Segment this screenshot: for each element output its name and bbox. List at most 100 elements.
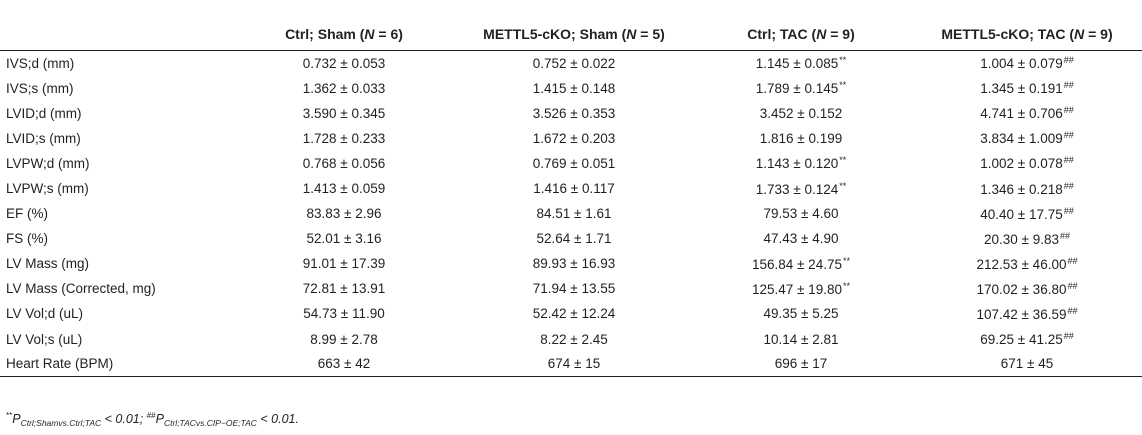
- cell-value: 1.733 ± 0.124: [755, 181, 839, 197]
- table-cell: 1.345 ± 0.191##: [912, 76, 1142, 101]
- cell-value: 1.816 ± 0.199: [759, 130, 843, 146]
- table-cell: 52.64 ± 1.71: [458, 226, 690, 251]
- cell-value: 1.416 ± 0.117: [533, 181, 615, 197]
- table-row: Heart Rate (BPM) 663 ± 42 674 ± 15 696 ± 17…: [0, 351, 1142, 378]
- cell-value: 212.53 ± 46.00: [976, 256, 1067, 272]
- cell-value: 107.42 ± 36.59: [976, 306, 1067, 322]
- table-cell: 79.53 ± 4.60: [690, 201, 912, 226]
- cell-value: 3.526 ± 0.353: [532, 105, 616, 121]
- row-label: LVID;d (mm): [6, 105, 82, 121]
- significance-mark: **: [842, 280, 850, 291]
- table-cell: 0.732 ± 0.053: [230, 51, 458, 76]
- table-cell: 54.73 ± 11.90: [230, 301, 458, 326]
- row-label: LV Vol;s (uL): [6, 331, 83, 347]
- table-row: LV Vol;s (uL) 8.99 ± 2.78 8.22 ± 2.45 10.14…: [0, 327, 1142, 352]
- cell-value: 1.362 ± 0.033: [302, 80, 386, 96]
- significance-mark: **: [839, 55, 847, 66]
- table-cell: 1.415 ± 0.148: [458, 76, 690, 101]
- echocardiography-table: Ctrl; Sham (N = 6) METTL5-cKO; Sham (N = …: [0, 22, 1142, 378]
- table-cell: 0.768 ± 0.056: [230, 151, 458, 176]
- table-cell: 1.143 ± 0.120**: [690, 151, 912, 176]
- significance-mark: ##: [1059, 230, 1070, 241]
- row-label: LV Mass (mg): [6, 256, 90, 272]
- table-cell: 1.728 ± 0.233: [230, 126, 458, 151]
- significance-mark: ##: [1067, 280, 1078, 291]
- table-cell: 52.42 ± 12.24: [458, 301, 690, 326]
- cell-value: 83.83 ± 2.96: [306, 206, 382, 222]
- footnote-threshold-1: < 0.01;: [101, 412, 147, 426]
- table-body: IVS;d (mm) 0.732 ± 0.053 0.752 ± 0.022 1.14…: [0, 51, 1142, 378]
- table-cell: 107.42 ± 36.59##: [912, 301, 1142, 326]
- cell-value: 71.94 ± 13.55: [532, 281, 616, 297]
- cell-value: 79.53 ± 4.60: [763, 206, 839, 222]
- row-label: LVPW;s (mm): [6, 181, 89, 197]
- row-label: LVPW;d (mm): [6, 155, 90, 171]
- footnote-p-subscript-2: Ctrl;TACvs.CIP−OE;TAC: [163, 418, 257, 428]
- table-cell: 1.789 ± 0.145**: [690, 76, 912, 101]
- table-cell: 3.526 ± 0.353: [458, 101, 690, 126]
- significance-mark: ##: [1063, 105, 1074, 116]
- cell-value: 1.728 ± 0.233: [302, 130, 386, 146]
- cell-value: 1.143 ± 0.120: [755, 156, 839, 172]
- significance-mark: ##: [1067, 255, 1078, 266]
- cell-value: 696 ± 17: [774, 356, 828, 372]
- cell-value: 170.02 ± 36.80: [976, 281, 1067, 297]
- significance-mark: ##: [1067, 305, 1078, 316]
- table-cell: 1.672 ± 0.203: [458, 126, 690, 151]
- column-header-n-symbol: N: [1074, 26, 1085, 42]
- table-cell: 4.741 ± 0.706##: [912, 101, 1142, 126]
- significance-mark: ##: [1063, 180, 1074, 191]
- table-row: LVPW;s (mm) 1.413 ± 0.059 1.416 ± 0.117 1.7…: [0, 176, 1142, 201]
- significance-mark: ##: [1063, 80, 1074, 91]
- footnote: **PCtrl;Shamvs.Ctrl;TAC < 0.01; ##PCtrl;…: [6, 411, 299, 428]
- row-label: IVS;d (mm): [6, 55, 75, 71]
- footnote-mark-double-asterisk: **: [6, 411, 13, 420]
- significance-mark: ##: [1063, 205, 1074, 216]
- table-cell: 89.93 ± 16.93: [458, 251, 690, 276]
- table-cell: 1.816 ± 0.199: [690, 126, 912, 151]
- column-header-text: Ctrl; Sham (: [285, 26, 365, 42]
- cell-value: 0.732 ± 0.053: [302, 55, 386, 71]
- footnote-p-symbol-1: P: [12, 412, 21, 426]
- table-cell: 1.346 ± 0.218##: [912, 176, 1142, 201]
- cell-value: 72.81 ± 13.91: [302, 281, 386, 297]
- cell-value: 52.42 ± 12.24: [532, 306, 616, 322]
- table-cell: 170.02 ± 36.80##: [912, 276, 1142, 301]
- row-label: LV Vol;d (uL): [6, 306, 84, 322]
- cell-value: 47.43 ± 4.90: [763, 231, 839, 247]
- table-cell: 663 ± 42: [230, 351, 458, 378]
- table-cell: 8.99 ± 2.78: [230, 327, 458, 352]
- table-cell: 212.53 ± 46.00##: [912, 251, 1142, 276]
- table-cell: 49.35 ± 5.25: [690, 301, 912, 326]
- cell-value: 10.14 ± 2.81: [763, 331, 839, 347]
- table-cell: 696 ± 17: [690, 351, 912, 378]
- table-cell: 20.30 ± 9.83##: [912, 226, 1142, 251]
- significance-mark: **: [839, 180, 847, 191]
- table-cell: 8.22 ± 2.45: [458, 327, 690, 352]
- table-cell: 47.43 ± 4.90: [690, 226, 912, 251]
- cell-value: 1.789 ± 0.145: [755, 81, 839, 97]
- cell-value: 3.834 ± 1.009: [980, 131, 1063, 147]
- cell-value: 49.35 ± 5.25: [763, 306, 839, 322]
- row-label: IVS;s (mm): [6, 80, 74, 96]
- table-row: IVS;s (mm) 1.362 ± 0.033 1.415 ± 0.148 1.78…: [0, 76, 1142, 101]
- row-label: LVID;s (mm): [6, 130, 81, 146]
- cell-value: 674 ± 15: [547, 356, 601, 372]
- cell-value: 671 ± 45: [1000, 356, 1054, 372]
- significance-mark: **: [839, 155, 847, 166]
- cell-value: 0.752 ± 0.022: [532, 55, 616, 71]
- column-header-3: Ctrl; TAC (N = 9): [690, 22, 912, 51]
- cell-value: 1.413 ± 0.059: [302, 181, 386, 197]
- table-cell: 1.362 ± 0.033: [230, 76, 458, 101]
- table-row: LV Mass (Corrected, mg) 72.81 ± 13.91 71.9…: [0, 276, 1142, 301]
- table-row: LVPW;d (mm) 0.768 ± 0.056 0.769 ± 0.051 1.1…: [0, 151, 1142, 176]
- table-row: LVID;d (mm) 3.590 ± 0.345 3.526 ± 0.353 3.4…: [0, 101, 1142, 126]
- row-label: EF (%): [6, 206, 48, 222]
- cell-value: 1.004 ± 0.079: [980, 56, 1063, 72]
- cell-value: 54.73 ± 11.90: [303, 306, 385, 322]
- column-header-n-symbol: N: [816, 26, 827, 42]
- table-cell: 40.40 ± 17.75##: [912, 201, 1142, 226]
- table-cell: 1.145 ± 0.085**: [690, 51, 912, 76]
- table-row: IVS;d (mm) 0.732 ± 0.053 0.752 ± 0.022 1.14…: [0, 51, 1142, 76]
